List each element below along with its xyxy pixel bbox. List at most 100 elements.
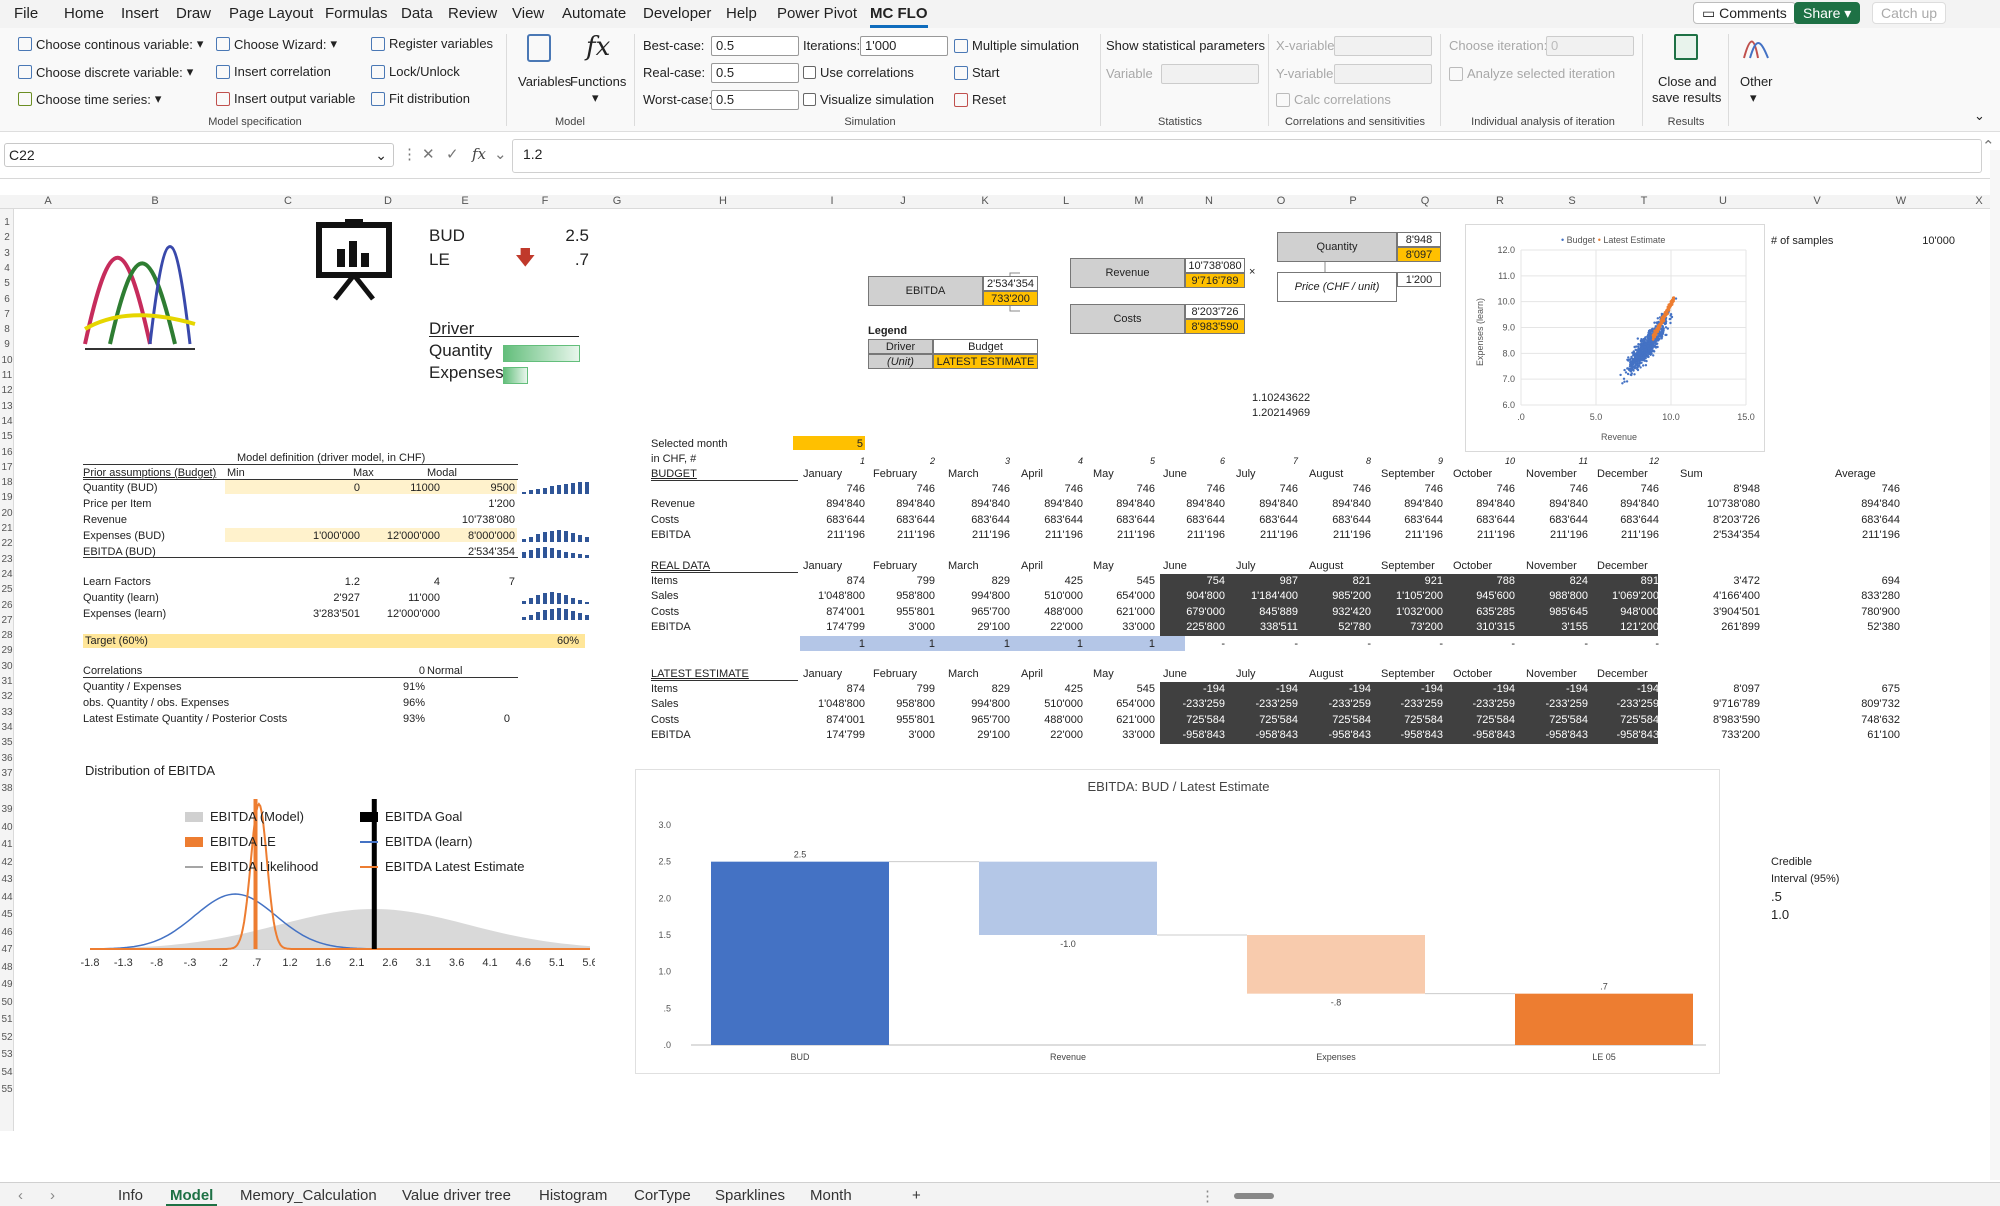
table-cell[interactable]: 683'644 — [1044, 513, 1083, 526]
table-average[interactable]: 211'196 — [1862, 529, 1900, 542]
table-sum[interactable]: 4'166'400 — [1712, 590, 1760, 603]
row-header[interactable]: 41 — [1, 839, 13, 850]
column-header-w[interactable]: W — [1895, 195, 1907, 207]
row-header[interactable]: 14 — [1, 415, 13, 427]
table-average[interactable]: 746 — [1881, 483, 1900, 495]
column-header-v[interactable]: V — [1813, 195, 1821, 207]
row-header[interactable]: 46 — [1, 926, 13, 938]
table-cell[interactable]: 894'840 — [971, 498, 1010, 511]
table-cell[interactable]: 211'196 — [1045, 529, 1083, 542]
table-cell[interactable]: -233'259 — [1400, 698, 1443, 711]
row-header[interactable]: 12 — [1, 385, 13, 397]
sheet-tab-sparklines[interactable]: Sparklines — [715, 1187, 786, 1204]
table-cell[interactable]: -233'259 — [1328, 698, 1371, 711]
table-cell[interactable]: 725'584 — [1404, 713, 1443, 726]
table-cell[interactable]: 1'048'800 — [817, 698, 865, 711]
table-average[interactable]: 809'732 — [1861, 698, 1900, 711]
table-cell[interactable]: 3'000 — [908, 729, 935, 742]
model-row-modal[interactable]: 2'534'354 — [467, 546, 515, 558]
row-header[interactable]: 3 — [4, 247, 10, 259]
table-cell[interactable]: 683'644 — [826, 513, 865, 526]
table-cell[interactable]: 894'840 — [1044, 498, 1083, 511]
table-cell[interactable]: 894'840 — [1116, 498, 1155, 511]
table-cell[interactable]: 211'196 — [1477, 529, 1515, 542]
menu-help[interactable]: Help — [726, 5, 757, 22]
column-header-n[interactable]: N — [1205, 195, 1213, 207]
table-cell[interactable]: -233'259 — [1182, 698, 1225, 711]
table-cell[interactable]: 3'000 — [908, 621, 935, 634]
table-cell[interactable]: -194 — [1636, 683, 1659, 695]
column-header-p[interactable]: P — [1349, 195, 1357, 207]
column-header-d[interactable]: D — [384, 195, 392, 207]
menu-view[interactable]: View — [512, 5, 545, 22]
row-header[interactable]: 9 — [4, 339, 10, 351]
table-cell[interactable]: -958'843 — [1182, 729, 1225, 742]
horizontal-scrollbar-thumb[interactable] — [1234, 1193, 1274, 1199]
table-cell[interactable]: 488'000 — [1044, 605, 1083, 618]
table-cell[interactable]: -194 — [1492, 683, 1515, 695]
table-cell[interactable]: 1'069'200 — [1611, 590, 1659, 603]
table-cell[interactable]: 1'032'000 — [1395, 605, 1443, 618]
table-cell[interactable]: 33'000 — [1122, 621, 1155, 634]
table-average[interactable]: 833'280 — [1861, 590, 1900, 603]
table-cell[interactable]: 121'200 — [1620, 621, 1659, 634]
table-average[interactable]: 748'632 — [1861, 713, 1900, 726]
row-header[interactable]: 5 — [4, 278, 10, 290]
table-cell[interactable]: 965'700 — [971, 605, 1010, 618]
sheet-tab-info[interactable]: Info — [118, 1187, 144, 1204]
row-header[interactable]: 22 — [1, 538, 13, 550]
row-header[interactable]: 42 — [1, 856, 13, 868]
row-header[interactable]: 25 — [1, 584, 13, 596]
table-cell[interactable]: 894'840 — [1404, 498, 1443, 511]
table-average[interactable]: 675 — [1881, 683, 1900, 695]
row-header[interactable]: 37 — [1, 767, 13, 779]
table-average[interactable]: 780'900 — [1861, 605, 1900, 618]
table-cell[interactable]: -233'259 — [1472, 698, 1515, 711]
model-row-min[interactable]: 0 — [353, 482, 360, 494]
table-cell[interactable]: 746 — [1496, 483, 1515, 495]
table-cell[interactable]: 746 — [991, 483, 1010, 495]
sheet-tab-value-driver-tree[interactable]: Value driver tree — [402, 1187, 511, 1204]
table-cell[interactable]: 29'100 — [977, 621, 1010, 634]
table-cell[interactable]: 510'000 — [1044, 590, 1083, 603]
table-cell[interactable]: 746 — [1206, 483, 1225, 495]
sheet-grid[interactable]: BUD 2.5 LE 🡇 .7 Driver Quantity Expenses… — [15, 209, 1985, 1131]
table-cell[interactable]: 683'644 — [1186, 513, 1225, 526]
table-cell[interactable]: 894'840 — [1259, 498, 1298, 511]
column-header-t[interactable]: T — [1640, 195, 1648, 207]
row-header[interactable]: 15 — [1, 431, 13, 443]
table-cell[interactable]: 211'196 — [1260, 529, 1298, 542]
table-cell[interactable]: 425 — [1064, 683, 1083, 695]
menu-insert[interactable]: Insert — [121, 5, 159, 22]
register-variables-button[interactable]: Register variables — [371, 36, 493, 51]
row-header[interactable]: 11 — [1, 370, 13, 381]
table-cell[interactable]: 679'000 — [1186, 605, 1225, 618]
table-cell[interactable]: 829 — [991, 575, 1010, 587]
row-header[interactable]: 1 — [4, 217, 10, 228]
column-header-e[interactable]: E — [461, 195, 469, 207]
table-cell[interactable]: -958'843 — [1616, 729, 1659, 742]
table-cell[interactable]: -958'843 — [1400, 729, 1443, 742]
table-cell[interactable]: 955'801 — [896, 713, 935, 726]
variables-button[interactable]: Variables — [518, 32, 571, 104]
row-header[interactable]: 45 — [1, 909, 13, 920]
table-cell[interactable]: 725'584 — [1186, 713, 1225, 726]
table-cell[interactable]: 211'196 — [1621, 529, 1659, 542]
row-header[interactable]: 18 — [1, 477, 13, 489]
table-average[interactable]: 52'380 — [1867, 621, 1900, 634]
table-cell[interactable]: 621'000 — [1116, 605, 1155, 618]
table-cell[interactable]: 904'800 — [1186, 590, 1225, 603]
table-cell[interactable]: 683'644 — [971, 513, 1010, 526]
real-case-input[interactable]: 0.5 — [711, 63, 799, 83]
learn-row-modal[interactable]: 7 — [508, 576, 515, 588]
table-cell[interactable]: -233'259 — [1255, 698, 1298, 711]
table-cell[interactable]: -958'843 — [1545, 729, 1588, 742]
row-header[interactable]: 55 — [1, 1084, 13, 1095]
learn-row-min[interactable]: 2'927 — [333, 592, 360, 604]
table-cell[interactable]: 746 — [1424, 483, 1443, 495]
learn-row-max[interactable]: 11'000 — [408, 592, 440, 604]
table-cell[interactable]: 683'644 — [1476, 513, 1515, 526]
table-cell[interactable]: -194 — [1202, 683, 1225, 695]
sheet-tab-month[interactable]: Month — [810, 1187, 852, 1204]
table-cell[interactable]: -958'843 — [1472, 729, 1515, 742]
